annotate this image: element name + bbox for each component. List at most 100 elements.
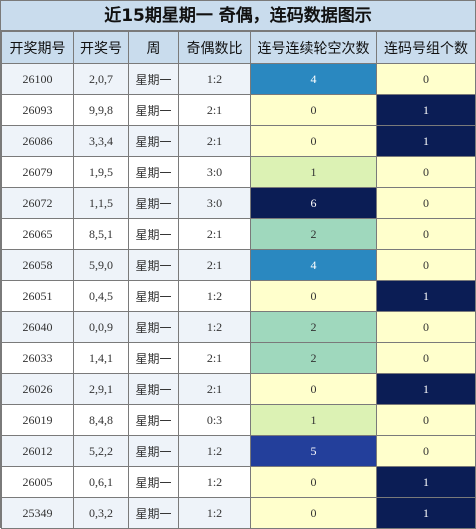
cell-weekday: 星期一 <box>128 497 179 529</box>
table-row: 26093 9,9,8 星期一 2:1 0 1 <box>1 94 476 126</box>
table-row: 25349 0,3,2 星期一 1:2 0 1 <box>1 497 476 529</box>
cell-numbers: 0,0,9 <box>73 311 129 343</box>
cell-issue: 26100 <box>1 63 74 95</box>
cell-numbers: 5,2,2 <box>73 435 129 467</box>
cell-weekday: 星期一 <box>128 187 179 219</box>
column-header-groups: 连码号组个数 <box>376 31 476 64</box>
cell-issue: 26019 <box>1 404 74 436</box>
cell-numbers: 0,6,1 <box>73 466 129 498</box>
cell-issue: 26005 <box>1 466 74 498</box>
table-row: 26051 0,4,5 星期一 1:2 0 1 <box>1 280 476 312</box>
cell-gap: 2 <box>250 218 377 250</box>
cell-gap: 0 <box>250 94 377 126</box>
table-row: 26012 5,2,2 星期一 1:2 5 0 <box>1 435 476 467</box>
cell-gap: 2 <box>250 342 377 374</box>
cell-gap: 5 <box>250 435 377 467</box>
cell-issue: 26051 <box>1 280 74 312</box>
cell-numbers: 2,0,7 <box>73 63 129 95</box>
cell-numbers: 0,3,2 <box>73 497 129 529</box>
cell-weekday: 星期一 <box>128 218 179 250</box>
column-header-weekday: 周 <box>128 31 179 64</box>
cell-gap: 0 <box>250 125 377 157</box>
cell-gap: 4 <box>250 63 377 95</box>
table-row: 26005 0,6,1 星期一 1:2 0 1 <box>1 466 476 498</box>
cell-gap: 6 <box>250 187 377 219</box>
lottery-table: 开奖期号 开奖号 周 奇偶数比 连号连续轮空次数 连码号组个数 26100 2,0… <box>1 31 476 529</box>
header-row: 开奖期号 开奖号 周 奇偶数比 连号连续轮空次数 连码号组个数 <box>1 31 476 64</box>
cell-weekday: 星期一 <box>128 435 179 467</box>
cell-weekday: 星期一 <box>128 404 179 436</box>
cell-numbers: 0,4,5 <box>73 280 129 312</box>
cell-weekday: 星期一 <box>128 466 179 498</box>
cell-weekday: 星期一 <box>128 373 179 405</box>
cell-groups: 1 <box>376 94 476 126</box>
cell-issue: 26033 <box>1 342 74 374</box>
column-header-numbers: 开奖号 <box>73 31 129 64</box>
cell-groups: 0 <box>376 218 476 250</box>
cell-issue: 26065 <box>1 218 74 250</box>
cell-gap: 0 <box>250 466 377 498</box>
cell-issue: 26026 <box>1 373 74 405</box>
cell-groups: 0 <box>376 311 476 343</box>
cell-issue: 26058 <box>1 249 74 281</box>
cell-odd-even: 3:0 <box>178 187 251 219</box>
cell-odd-even: 2:1 <box>178 373 251 405</box>
cell-odd-even: 2:1 <box>178 249 251 281</box>
cell-groups: 1 <box>376 280 476 312</box>
column-header-issue: 开奖期号 <box>1 31 74 64</box>
cell-odd-even: 1:2 <box>178 280 251 312</box>
cell-gap: 0 <box>250 497 377 529</box>
cell-numbers: 8,5,1 <box>73 218 129 250</box>
cell-numbers: 2,9,1 <box>73 373 129 405</box>
cell-odd-even: 3:0 <box>178 156 251 188</box>
table-row: 26058 5,9,0 星期一 2:1 4 0 <box>1 249 476 281</box>
table-row: 26065 8,5,1 星期一 2:1 2 0 <box>1 218 476 250</box>
cell-issue: 26012 <box>1 435 74 467</box>
cell-weekday: 星期一 <box>128 311 179 343</box>
cell-numbers: 8,4,8 <box>73 404 129 436</box>
table-row: 26033 1,4,1 星期一 2:1 2 0 <box>1 342 476 374</box>
table-row: 26079 1,9,5 星期一 3:0 1 0 <box>1 156 476 188</box>
cell-groups: 0 <box>376 342 476 374</box>
cell-issue: 26079 <box>1 156 74 188</box>
cell-groups: 1 <box>376 466 476 498</box>
cell-weekday: 星期一 <box>128 249 179 281</box>
cell-odd-even: 1:2 <box>178 435 251 467</box>
cell-odd-even: 2:1 <box>178 94 251 126</box>
cell-weekday: 星期一 <box>128 342 179 374</box>
cell-gap: 1 <box>250 156 377 188</box>
cell-weekday: 星期一 <box>128 94 179 126</box>
cell-gap: 2 <box>250 311 377 343</box>
cell-issue: 26072 <box>1 187 74 219</box>
cell-odd-even: 1:2 <box>178 466 251 498</box>
cell-odd-even: 0:3 <box>178 404 251 436</box>
column-header-odd-even: 奇偶数比 <box>178 31 251 64</box>
table-row: 26072 1,1,5 星期一 3:0 6 0 <box>1 187 476 219</box>
cell-groups: 0 <box>376 404 476 436</box>
cell-gap: 1 <box>250 404 377 436</box>
cell-gap: 0 <box>250 373 377 405</box>
cell-odd-even: 1:2 <box>178 63 251 95</box>
cell-weekday: 星期一 <box>128 63 179 95</box>
table-row: 26100 2,0,7 星期一 1:2 4 0 <box>1 63 476 95</box>
cell-groups: 1 <box>376 373 476 405</box>
cell-gap: 4 <box>250 249 377 281</box>
cell-odd-even: 2:1 <box>178 218 251 250</box>
table-row: 26019 8,4,8 星期一 0:3 1 0 <box>1 404 476 436</box>
cell-groups: 1 <box>376 125 476 157</box>
cell-numbers: 1,9,5 <box>73 156 129 188</box>
table-row: 26086 3,3,4 星期一 2:1 0 1 <box>1 125 476 157</box>
cell-odd-even: 2:1 <box>178 342 251 374</box>
cell-issue: 26040 <box>1 311 74 343</box>
cell-gap: 0 <box>250 280 377 312</box>
cell-numbers: 1,4,1 <box>73 342 129 374</box>
cell-weekday: 星期一 <box>128 125 179 157</box>
cell-groups: 1 <box>376 497 476 529</box>
cell-groups: 0 <box>376 63 476 95</box>
column-header-gap: 连号连续轮空次数 <box>250 31 377 64</box>
cell-weekday: 星期一 <box>128 156 179 188</box>
cell-odd-even: 1:2 <box>178 311 251 343</box>
cell-issue: 25349 <box>1 497 74 529</box>
cell-groups: 0 <box>376 156 476 188</box>
